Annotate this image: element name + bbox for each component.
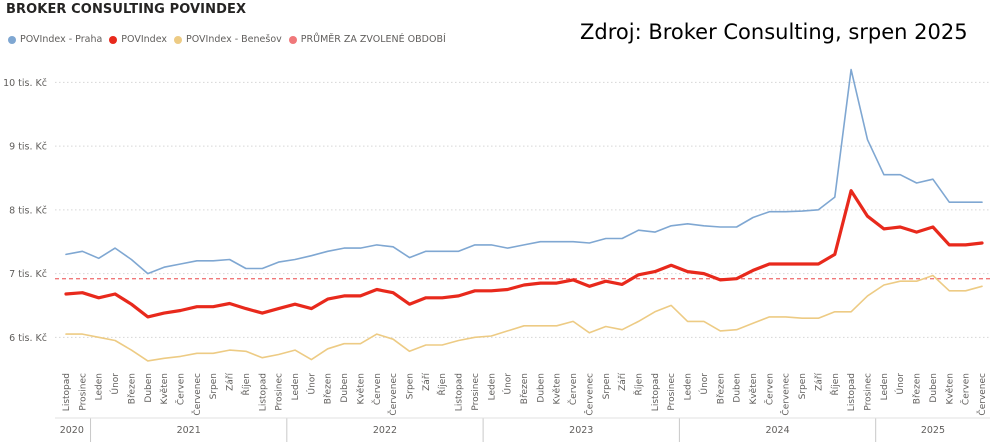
x-tick-label: Květen <box>356 373 366 405</box>
x-tick-label: Leden <box>487 373 497 400</box>
x-tick-label: Listopad <box>847 373 857 411</box>
x-axis: Listopad Prosinec Leden Únor Březen Duben Květ… <box>55 373 990 442</box>
x-tick-label: Červen <box>960 373 972 405</box>
x-tick-label: Leden <box>291 373 301 400</box>
x-tick-label: Prosinec <box>471 373 481 411</box>
x-tick-label: Říjen <box>830 373 841 396</box>
x-tick-label: Červenec <box>780 373 792 416</box>
x-tick-label: Říjen <box>241 373 252 396</box>
x-tick-label: Únor <box>109 373 121 395</box>
x-tick-label: Únor <box>305 373 317 395</box>
x-tick-label: Květen <box>945 373 955 405</box>
series-line-povindex-bene-ov[interactable] <box>65 274 983 362</box>
x-tick-label: Únor <box>894 373 906 395</box>
x-tick-label: Leden <box>880 373 890 400</box>
x-year-label: 2025 <box>921 425 945 436</box>
x-tick-label: Listopad <box>651 373 661 411</box>
y-tick-label: 7 tis. Kč <box>9 269 47 280</box>
x-tick-label: Duben <box>340 373 350 403</box>
x-tick-label: Březen <box>127 373 137 404</box>
x-year-label: 2022 <box>373 425 397 436</box>
x-tick-label: Leden <box>684 373 694 400</box>
legend-label-average: PRŮMĚR ZA ZVOLENÉ OBDOBÍ <box>300 34 446 45</box>
x-tick-label: Duben <box>733 373 743 403</box>
x-tick-label: Leden <box>95 373 105 400</box>
x-tick-label: Červenec <box>191 373 203 416</box>
legend-label-povindex: POVIndex <box>121 34 167 45</box>
legend-item-praha[interactable]: POVIndex - Praha <box>8 34 102 45</box>
x-tick-label: Květen <box>553 373 563 405</box>
x-tick-label: Červenec <box>976 373 988 416</box>
x-year-label: 2021 <box>177 425 201 436</box>
legend-marker-praha <box>8 35 16 44</box>
legend-item-povindex[interactable]: POVIndex <box>109 34 167 45</box>
x-tick-label: Duben <box>536 373 546 403</box>
x-tick-label: Srpen <box>406 373 416 399</box>
x-tick-label: Září <box>422 373 432 391</box>
x-year-label: 2023 <box>569 425 593 436</box>
x-tick-label: Červen <box>371 373 383 405</box>
x-tick-label: Prosinec <box>78 373 88 411</box>
x-tick-label: Září <box>618 373 628 391</box>
legend-item-average[interactable]: PRŮMĚR ZA ZVOLENÉ OBDOBÍ <box>288 34 446 45</box>
x-tick-label: Říjen <box>437 373 448 396</box>
x-tick-label: Prosinec <box>275 373 285 411</box>
source-note: Zdroj: Broker Consulting, srpen 2025 <box>580 20 968 44</box>
y-tick-label: 8 tis. Kč <box>9 205 47 216</box>
x-tick-label: Červen <box>175 373 187 405</box>
y-tick-label: 10 tis. Kč <box>3 78 47 89</box>
x-tick-label: Červen <box>567 373 579 405</box>
x-year-label: 2024 <box>765 425 789 436</box>
x-tick-label: Listopad <box>62 373 72 411</box>
legend-marker-average <box>288 35 297 44</box>
x-tick-label: Prosinec <box>667 373 677 411</box>
x-tick-label: Srpen <box>798 373 808 399</box>
series-line-povindex[interactable] <box>64 189 984 319</box>
legend-marker-benesov <box>174 35 182 44</box>
x-tick-label: Červen <box>763 373 775 405</box>
x-tick-label: Únor <box>698 373 710 395</box>
x-tick-label: Únor <box>502 373 514 395</box>
x-tick-label: Prosinec <box>864 373 874 411</box>
x-tick-label: Březen <box>520 373 530 404</box>
x-tick-label: Květen <box>749 373 759 405</box>
y-axis: 6 tis. Kč 7 tis. Kč 8 tis. Kč 9 tis. Kč 10 t… <box>3 78 47 344</box>
x-tick-label: Září <box>226 373 236 391</box>
x-tick-label: Říjen <box>634 373 645 396</box>
x-tick-label: Listopad <box>455 373 465 411</box>
legend: POVIndex - Praha POVIndex POVIndex - Ben… <box>8 34 453 45</box>
legend-item-benesov[interactable]: POVIndex - Benešov <box>174 34 282 45</box>
x-tick-label: Září <box>814 373 824 391</box>
x-tick-label: Květen <box>160 373 170 405</box>
x-tick-label: Březen <box>913 373 923 404</box>
x-tick-label: Duben <box>144 373 154 403</box>
x-tick-label: Listopad <box>258 373 268 411</box>
legend-marker-povindex <box>109 35 118 44</box>
x-tick-label: Srpen <box>209 373 219 399</box>
x-tick-label: Duben <box>929 373 939 403</box>
x-year-label: 2020 <box>60 425 84 436</box>
legend-label-praha: POVIndex - Praha <box>20 34 103 45</box>
x-tick-label: Srpen <box>602 373 612 399</box>
series-line-povindex-praha[interactable] <box>65 68 983 275</box>
y-tick-label: 9 tis. Kč <box>9 142 47 153</box>
x-tick-label: Březen <box>324 373 334 404</box>
x-tick-label: Červenec <box>387 373 399 416</box>
y-tick-label: 6 tis. Kč <box>9 333 47 344</box>
chart-title: BROKER CONSULTING POVINDEX <box>6 2 247 17</box>
x-tick-label: Březen <box>716 373 726 404</box>
series-layer <box>64 68 984 362</box>
legend-label-benesov: POVIndex - Benešov <box>186 34 282 45</box>
x-tick-label: Červenec <box>583 373 595 416</box>
grid-layer <box>55 81 990 338</box>
